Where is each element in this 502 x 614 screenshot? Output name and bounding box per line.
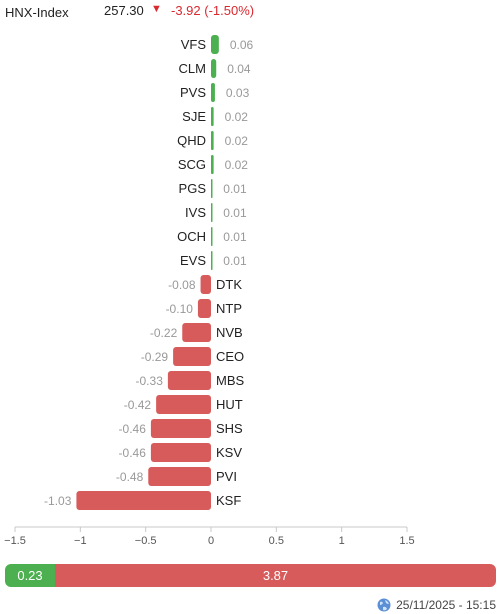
value-label: 0.03 bbox=[226, 86, 250, 100]
bar-och bbox=[211, 227, 213, 246]
value-label: -0.42 bbox=[124, 398, 152, 412]
bar-ceo bbox=[173, 347, 211, 366]
footer-timestamp: 25/11/2025 - 15:15 bbox=[377, 598, 496, 612]
x-tick-label: −0.5 bbox=[135, 535, 157, 547]
category-label: EVS bbox=[180, 253, 206, 268]
category-label: CEO bbox=[216, 349, 244, 364]
contribution-bar-chart: VFS 0.06 CLM 0.04 PVS 0.03 SJE 0.02 QHD 0.02 SCG 0.… bbox=[4, 35, 415, 547]
breadth-up-label: 0.23 bbox=[17, 568, 43, 583]
category-label: MBS bbox=[216, 373, 245, 388]
category-label: SJE bbox=[182, 109, 206, 124]
breadth-down-label: 3.87 bbox=[262, 568, 289, 583]
bar-sje bbox=[211, 107, 214, 126]
value-label: 0.01 bbox=[223, 206, 247, 220]
category-label: HUT bbox=[216, 397, 243, 412]
value-label: 0.02 bbox=[225, 158, 249, 172]
breadth-up-segment: 0.23 bbox=[5, 564, 55, 587]
bar-evs bbox=[211, 251, 213, 270]
value-label: -0.46 bbox=[119, 422, 147, 436]
bar-pvs bbox=[211, 83, 215, 102]
bar-scg bbox=[211, 155, 214, 174]
value-label: -0.22 bbox=[150, 326, 178, 340]
value-label: 0.04 bbox=[227, 62, 251, 76]
x-tick-label: −1.5 bbox=[4, 535, 26, 547]
x-tick-label: 0 bbox=[208, 535, 214, 547]
bar-dtk bbox=[200, 275, 211, 294]
category-label: SCG bbox=[178, 157, 206, 172]
value-label: 0.02 bbox=[225, 134, 249, 148]
category-label: PVI bbox=[216, 469, 237, 484]
value-label: -0.08 bbox=[168, 278, 196, 292]
category-label: NTP bbox=[216, 301, 242, 316]
bar-shs bbox=[150, 419, 211, 438]
value-label: 0.01 bbox=[223, 254, 247, 268]
globe-icon bbox=[377, 598, 391, 612]
down-arrow-icon: ▼ bbox=[151, 3, 162, 15]
category-label: NVB bbox=[216, 325, 243, 340]
category-label: PVS bbox=[180, 85, 206, 100]
category-label: VFS bbox=[181, 37, 207, 52]
category-label: KSF bbox=[216, 493, 241, 508]
bar-clm bbox=[211, 59, 217, 78]
bar-mbs bbox=[167, 371, 211, 390]
bar-hut bbox=[156, 395, 211, 414]
x-tick-label: 1.5 bbox=[399, 535, 414, 547]
bar-pvi bbox=[148, 467, 211, 486]
bar-nvb bbox=[182, 323, 211, 342]
bar-ntp bbox=[197, 299, 211, 318]
index-value: 257.30 bbox=[104, 3, 144, 18]
bar-pgs bbox=[211, 179, 213, 198]
index-change: -3.92 (-1.50%) bbox=[171, 3, 255, 18]
value-label: 0.06 bbox=[230, 38, 254, 52]
x-tick-label: 0.5 bbox=[269, 535, 284, 547]
bar-ksf bbox=[76, 491, 211, 510]
x-tick-label: −1 bbox=[74, 535, 87, 547]
value-label: 0.02 bbox=[225, 110, 249, 124]
value-label: 0.01 bbox=[223, 182, 247, 196]
value-label: -0.29 bbox=[141, 350, 169, 364]
value-label: -0.46 bbox=[119, 446, 147, 460]
value-label: -0.10 bbox=[166, 302, 194, 316]
category-label: QHD bbox=[177, 133, 206, 148]
category-label: KSV bbox=[216, 445, 242, 460]
category-label: OCH bbox=[177, 229, 206, 244]
category-label: PGS bbox=[179, 181, 207, 196]
value-label: -0.33 bbox=[136, 374, 164, 388]
category-label: DTK bbox=[216, 277, 242, 292]
bar-ivs bbox=[211, 203, 213, 222]
bar-ksv bbox=[150, 443, 211, 462]
category-label: CLM bbox=[179, 61, 206, 76]
category-label: IVS bbox=[185, 205, 206, 220]
bar-vfs bbox=[211, 35, 219, 54]
breadth-down-segment: 3.87 bbox=[55, 564, 496, 587]
x-tick-label: 1 bbox=[339, 535, 345, 547]
value-label: 0.01 bbox=[223, 230, 247, 244]
index-header: HNX-Index 257.30 ▼ -3.92 (-1.50%) bbox=[5, 3, 254, 21]
value-label: -1.03 bbox=[44, 494, 72, 508]
market-breadth-bar: 0.23 3.87 bbox=[5, 564, 496, 587]
value-label: -0.48 bbox=[116, 470, 144, 484]
bar-qhd bbox=[211, 131, 214, 150]
timestamp-text: 25/11/2025 - 15:15 bbox=[396, 598, 496, 612]
index-name: HNX-Index bbox=[5, 4, 69, 20]
category-label: SHS bbox=[216, 421, 243, 436]
